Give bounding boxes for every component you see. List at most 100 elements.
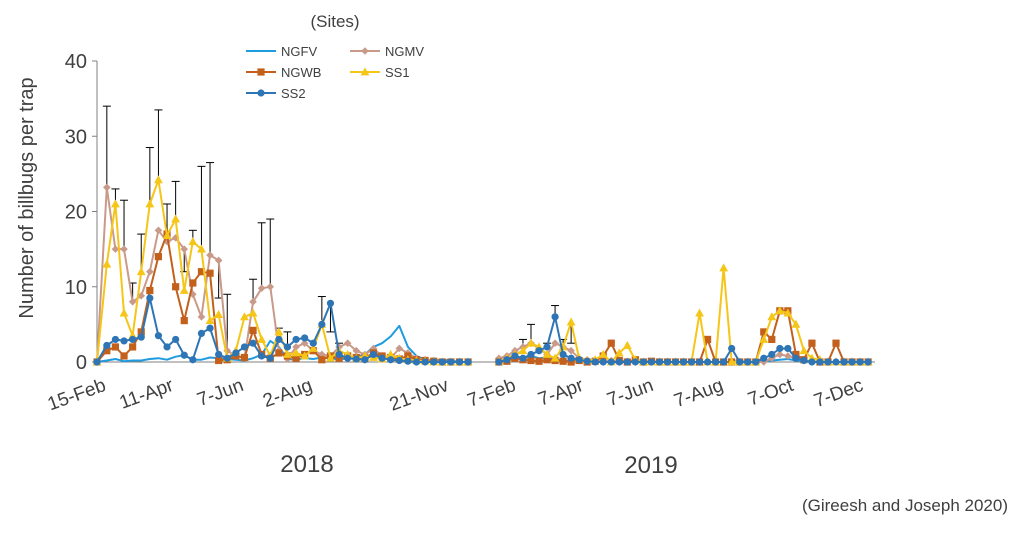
y-tick-label-30: 30 (65, 126, 87, 148)
data-point-ss2 (687, 358, 696, 366)
data-point-ngwb (832, 339, 840, 347)
data-point-ss2 (258, 352, 266, 360)
data-point-ngwb (760, 328, 768, 336)
data-point-ss2 (111, 335, 120, 344)
data-point-ngwb (768, 335, 776, 344)
legend-marker-ss2 (257, 89, 265, 97)
data-point-ss2 (378, 354, 386, 362)
data-point-ss1 (727, 357, 737, 366)
data-point-ss2 (361, 356, 369, 364)
data-point-ss2 (519, 354, 527, 362)
data-point-ss2 (412, 358, 421, 366)
data-point-ss2 (495, 358, 503, 366)
data-point-ss2 (776, 344, 784, 353)
data-point-ss1 (614, 348, 624, 357)
data-point-ss1 (386, 349, 396, 358)
data-point-ngwb (197, 268, 206, 276)
year-label-2018: 2018 (280, 451, 333, 478)
data-point-ss2 (232, 349, 240, 357)
data-point-ss2 (93, 358, 101, 366)
data-point-ss2 (567, 354, 575, 362)
data-point-ngmv (257, 284, 266, 293)
data-point-ngmv (223, 346, 232, 355)
data-point-ngmv (551, 339, 559, 347)
data-point-ngmv (128, 298, 137, 306)
data-point-ngmv (154, 226, 163, 235)
data-point-ss2 (129, 335, 137, 344)
data-point-ss1 (799, 346, 809, 355)
data-point-ngwb (792, 350, 800, 359)
y-tick-label-20: 20 (65, 202, 87, 224)
data-point-ngwb (189, 279, 197, 287)
data-point-ss2 (671, 358, 680, 366)
data-point-ss1 (783, 308, 793, 317)
data-point-ss1 (179, 285, 189, 294)
data-point-ss2 (163, 343, 171, 351)
data-point-ss1 (759, 334, 769, 343)
series-line-ngfv-2018 (96, 324, 469, 363)
data-point-ss2 (352, 355, 360, 363)
data-point-ngmv (111, 245, 120, 253)
data-point-ss2 (583, 357, 591, 365)
data-point-ss2 (189, 356, 197, 364)
data-point-ss2 (223, 354, 231, 362)
data-point-ss1 (102, 259, 112, 268)
data-point-ss2 (800, 356, 808, 365)
y-axis-label: Number of billbugs per trap (16, 77, 38, 318)
data-point-ss2 (695, 358, 704, 366)
data-point-ss1 (775, 306, 785, 315)
data-point-ss2 (824, 358, 832, 366)
data-point-ss2 (864, 358, 872, 366)
data-point-ngmv (352, 346, 361, 355)
data-point-ss2 (292, 335, 300, 344)
data-point-ss2 (326, 299, 335, 307)
data-point-ss2 (744, 358, 752, 366)
data-point-ss1 (283, 349, 292, 358)
data-point-ngmv (146, 267, 154, 276)
y-tick-label-10: 10 (65, 277, 87, 299)
data-point-ss2 (404, 357, 412, 365)
data-point-ss2 (623, 358, 631, 366)
data-point-ss2 (206, 324, 214, 332)
data-point-ss2 (395, 356, 403, 365)
data-point-ss2 (309, 339, 317, 347)
data-point-ngwb (146, 286, 154, 295)
data-point-ss2 (335, 350, 343, 359)
data-point-ss2 (591, 358, 599, 366)
data-point-ss2 (551, 313, 559, 321)
data-point-ss2 (816, 358, 824, 366)
data-point-ss2 (615, 358, 623, 366)
x-tick-label-11-Apr: 11-Apr (117, 375, 177, 414)
data-point-ngwb (275, 349, 283, 357)
data-point-ngwb (607, 339, 615, 347)
x-tick-label-7-Feb: 7-Feb (465, 375, 519, 412)
x-tick-label-21-Nov: 21-Nov (387, 375, 452, 416)
data-point-ss2 (464, 358, 472, 366)
data-point-ss1 (274, 327, 284, 336)
data-point-ngmv (784, 352, 792, 360)
year-label-2019: 2019 (624, 452, 677, 479)
data-point-ngwb (292, 354, 300, 362)
y-tick-label-40: 40 (65, 51, 87, 73)
data-point-ngwb (111, 343, 120, 351)
data-point-ngwb (535, 357, 543, 365)
data-point-ngmv (120, 245, 128, 253)
data-point-ss1 (171, 214, 181, 223)
legend-label-ngwb: NGWB (281, 65, 321, 80)
data-point-ss2 (808, 358, 816, 366)
data-point-ngwb (120, 352, 128, 360)
data-point-ngmv (171, 234, 180, 242)
data-point-ss2 (197, 329, 206, 338)
data-point-ss2 (283, 343, 292, 351)
data-point-ss1 (188, 237, 198, 245)
data-point-ss1 (291, 348, 301, 357)
legend-marker-ngwb (257, 68, 265, 76)
data-point-ss1 (240, 312, 249, 321)
data-point-ngwb (527, 356, 535, 365)
data-point-ngmv (776, 350, 784, 359)
data-point-ss1 (136, 267, 146, 276)
data-point-ss2 (832, 358, 840, 366)
data-point-ss1 (326, 353, 335, 362)
data-point-ngmv (206, 251, 214, 259)
